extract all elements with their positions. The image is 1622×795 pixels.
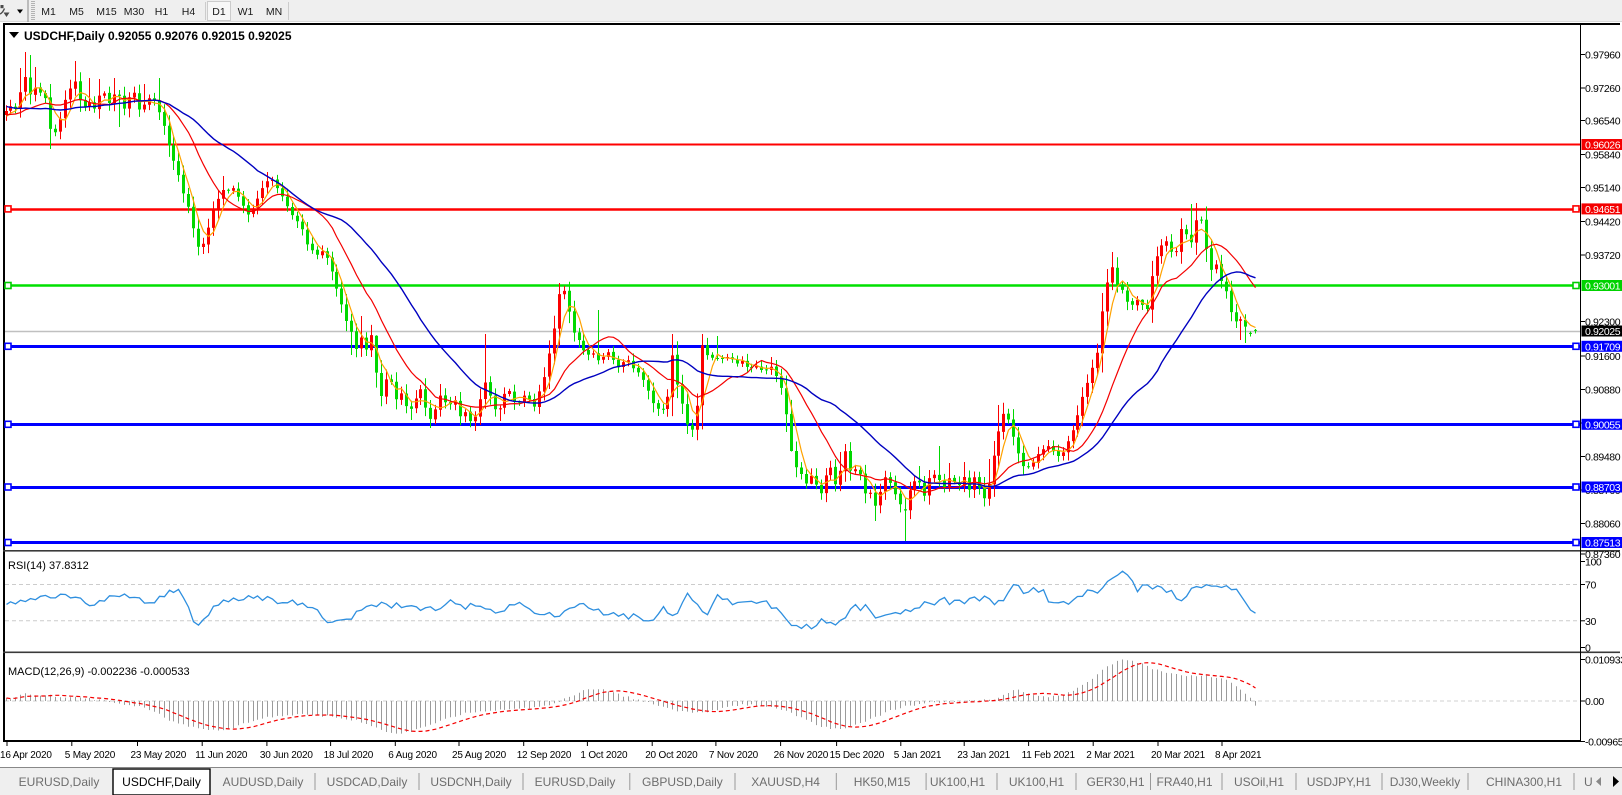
svg-text:DJ30,Weekly: DJ30,Weekly [1390, 775, 1460, 789]
svg-text:25 Aug 2020: 25 Aug 2020 [452, 750, 507, 761]
svg-text:0.96540: 0.96540 [1585, 116, 1621, 128]
svg-text:23 Jan 2021: 23 Jan 2021 [957, 750, 1010, 761]
svg-text:11 Feb 2021: 11 Feb 2021 [1022, 750, 1076, 761]
svg-text:0.92025: 0.92025 [1585, 326, 1621, 338]
svg-text:0.94651: 0.94651 [1585, 204, 1621, 216]
svg-text:HK50,M15: HK50,M15 [854, 775, 911, 789]
svg-text:USOil,H1: USOil,H1 [1234, 775, 1284, 789]
svg-text:D1: D1 [212, 6, 226, 18]
svg-text:MACD(12,26,9) -0.002236 -0.000: MACD(12,26,9) -0.002236 -0.000533 [8, 666, 190, 678]
svg-text:UK100,H1: UK100,H1 [1009, 775, 1065, 789]
svg-text:M30: M30 [124, 6, 145, 18]
svg-text:XAUUSD,H4: XAUUSD,H4 [751, 775, 820, 789]
svg-text:0: 0 [1585, 643, 1591, 655]
svg-text:70: 70 [1585, 580, 1596, 592]
svg-text:20 Oct 2020: 20 Oct 2020 [645, 750, 698, 761]
svg-text:30 Jun 2020: 30 Jun 2020 [260, 750, 313, 761]
svg-text:-0.009653: -0.009653 [1585, 737, 1622, 749]
svg-text:USDCAD,Daily: USDCAD,Daily [327, 775, 408, 789]
svg-text:0.87360: 0.87360 [1585, 549, 1621, 561]
svg-text:FRA40,H1: FRA40,H1 [1156, 775, 1212, 789]
svg-text:0.97260: 0.97260 [1585, 83, 1621, 95]
svg-text:GBPUSD,Daily: GBPUSD,Daily [642, 775, 723, 789]
svg-text:0.88703: 0.88703 [1585, 482, 1621, 494]
svg-text:USDJPY,H1: USDJPY,H1 [1307, 775, 1372, 789]
svg-text:GER30,H1: GER30,H1 [1086, 775, 1144, 789]
svg-text:15 Dec 2020: 15 Dec 2020 [830, 750, 885, 761]
svg-text:0.96026: 0.96026 [1585, 140, 1621, 152]
svg-text:USDCHF,Daily 0.92055 0.92076: USDCHF,Daily 0.92055 0.92076 0.92015 0.9… [24, 29, 292, 43]
svg-text:RSI(14) 37.8312: RSI(14) 37.8312 [8, 560, 89, 572]
svg-text:5 Jan 2021: 5 Jan 2021 [894, 750, 942, 761]
svg-text:30: 30 [1585, 616, 1596, 628]
svg-text:18 Jul 2020: 18 Jul 2020 [324, 750, 374, 761]
svg-text:H4: H4 [182, 6, 196, 18]
svg-text:2 Mar 2021: 2 Mar 2021 [1086, 750, 1135, 761]
svg-text:0.010933: 0.010933 [1585, 655, 1622, 667]
svg-text:M15: M15 [96, 6, 117, 18]
svg-text:U: U [1584, 775, 1593, 789]
svg-text:W1: W1 [238, 6, 254, 18]
svg-text:0.88060: 0.88060 [1585, 519, 1621, 531]
svg-text:M1: M1 [41, 6, 56, 18]
svg-text:1 Oct 2020: 1 Oct 2020 [580, 750, 628, 761]
svg-text:6 Aug 2020: 6 Aug 2020 [388, 750, 437, 761]
svg-text:0.91709: 0.91709 [1585, 341, 1621, 353]
svg-text:CHINA300,H1: CHINA300,H1 [1486, 775, 1562, 789]
svg-text:0.87513: 0.87513 [1585, 538, 1621, 550]
svg-text:0.89480: 0.89480 [1585, 452, 1621, 464]
svg-text:16 Apr 2020: 16 Apr 2020 [0, 750, 52, 761]
svg-text:8 Apr 2021: 8 Apr 2021 [1215, 750, 1262, 761]
svg-text:0.94420: 0.94420 [1585, 217, 1621, 229]
svg-text:11 Jun 2020: 11 Jun 2020 [195, 750, 248, 761]
svg-text:EURUSD,Daily: EURUSD,Daily [19, 775, 100, 789]
svg-text:USDCNH,Daily: USDCNH,Daily [430, 775, 511, 789]
svg-text:0.00: 0.00 [1585, 696, 1604, 708]
svg-text:12 Sep 2020: 12 Sep 2020 [517, 750, 572, 761]
svg-text:0.91600: 0.91600 [1585, 351, 1621, 363]
svg-text:100: 100 [1585, 557, 1602, 569]
svg-text:0.97960: 0.97960 [1585, 50, 1621, 62]
svg-text:0.95140: 0.95140 [1585, 183, 1621, 195]
svg-text:EURUSD,Daily: EURUSD,Daily [535, 775, 616, 789]
svg-text:0.93001: 0.93001 [1585, 281, 1621, 293]
svg-text:USDCHF,Daily: USDCHF,Daily [122, 775, 201, 789]
svg-text:M5: M5 [69, 6, 84, 18]
svg-text:H1: H1 [155, 6, 169, 18]
svg-text:5 May 2020: 5 May 2020 [65, 750, 116, 761]
svg-text:MN: MN [266, 6, 282, 18]
svg-text:0.93720: 0.93720 [1585, 250, 1621, 262]
svg-text:20 Mar 2021: 20 Mar 2021 [1151, 750, 1206, 761]
svg-text:0.95840: 0.95840 [1585, 150, 1621, 162]
svg-text:0.90880: 0.90880 [1585, 385, 1621, 397]
svg-text:UK100,H1: UK100,H1 [930, 775, 986, 789]
svg-text:23 May 2020: 23 May 2020 [131, 750, 187, 761]
svg-text:7 Nov 2020: 7 Nov 2020 [709, 750, 759, 761]
svg-text:0.90055: 0.90055 [1585, 419, 1621, 431]
svg-text:26 Nov 2020: 26 Nov 2020 [774, 750, 829, 761]
svg-text:AUDUSD,Daily: AUDUSD,Daily [223, 775, 304, 789]
